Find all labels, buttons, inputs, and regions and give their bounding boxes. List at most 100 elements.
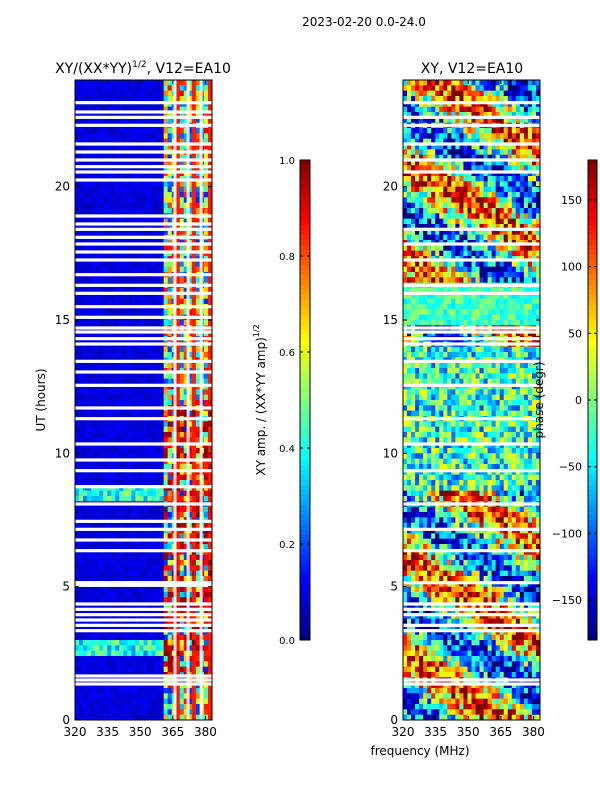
heatmap-cell	[183, 96, 189, 102]
heatmap-cell	[175, 453, 181, 460]
heatmap-cell	[163, 565, 169, 572]
heatmap-cell	[515, 96, 521, 102]
heatmap-cell	[163, 714, 169, 721]
heatmap-cell	[415, 117, 420, 124]
heatmap-cell	[207, 85, 213, 92]
heatmap-cell	[155, 544, 161, 550]
colorbar-step	[300, 425, 310, 431]
heatmap-cell	[91, 496, 96, 502]
heatmap-cell	[119, 586, 124, 593]
heatmap-cell	[515, 176, 521, 182]
heatmap-cell	[107, 352, 112, 358]
heatmap-cell	[107, 432, 112, 438]
heatmap-cell	[203, 218, 209, 225]
heatmap-cell	[135, 373, 140, 380]
heatmap-cell	[203, 197, 209, 204]
heatmap-cell	[123, 522, 128, 529]
heatmap-cell	[139, 378, 144, 385]
heatmap-cell	[435, 181, 440, 188]
heatmap-cell	[515, 85, 521, 92]
colorbar-step	[300, 490, 310, 496]
heatmap-cell	[151, 245, 156, 252]
amplitude-colorbar-gradient	[300, 160, 310, 641]
heatmap-cell	[155, 693, 161, 700]
heatmap-cell	[119, 570, 124, 577]
x-tick-label: 320	[64, 725, 87, 739]
heatmap-cell	[95, 128, 100, 134]
heatmap-cell	[183, 597, 189, 604]
heatmap-cell	[415, 138, 420, 145]
heatmap-cell	[135, 709, 140, 716]
heatmap-cell	[207, 197, 213, 204]
heatmap-cell	[175, 432, 181, 438]
heatmap-cell	[103, 597, 108, 604]
heatmap-cell	[523, 154, 529, 161]
data-gap-band	[75, 214, 212, 218]
heatmap-cell	[99, 346, 104, 353]
heatmap-cell	[103, 634, 108, 641]
heatmap-cell	[191, 421, 197, 428]
heatmap-cell	[143, 453, 148, 460]
heatmap-cell	[143, 266, 148, 273]
heatmap-cell	[471, 144, 476, 150]
heatmap-cell	[159, 352, 165, 358]
heatmap-cell	[123, 533, 128, 540]
heatmap-cell	[115, 128, 120, 134]
heatmap-cell	[111, 490, 116, 497]
heatmap-cell	[195, 245, 201, 252]
heatmap-cell	[95, 133, 100, 140]
heatmap-cell	[443, 96, 448, 102]
heatmap-cell	[195, 138, 201, 145]
heatmap-cell	[187, 645, 193, 652]
heatmap-cell	[179, 293, 185, 300]
heatmap-cell	[123, 410, 128, 417]
heatmap-cell	[83, 693, 88, 700]
heatmap-cell	[183, 277, 189, 284]
heatmap-cell	[83, 128, 88, 134]
heatmap-cell	[195, 192, 201, 198]
heatmap-cell	[147, 346, 152, 353]
heatmap-cell	[163, 709, 169, 716]
heatmap-cell	[455, 117, 460, 124]
heatmap-cell	[487, 85, 493, 92]
heatmap-cell	[135, 464, 140, 470]
heatmap-cell	[103, 437, 108, 444]
heatmap-cell	[119, 261, 124, 268]
heatmap-cell	[507, 181, 513, 188]
heatmap-cell	[147, 400, 152, 406]
heatmap-cell	[183, 661, 189, 668]
heatmap-cell	[127, 208, 132, 214]
heatmap-cell	[175, 266, 181, 273]
heatmap-cell	[119, 85, 124, 92]
heatmap-cell	[119, 181, 124, 188]
heatmap-cell	[143, 298, 148, 305]
heatmap-cell	[147, 192, 152, 198]
amplitude-plot-frame	[74, 79, 213, 721]
heatmap-cell	[183, 261, 189, 268]
colorbar-step	[300, 600, 310, 606]
heatmap-cell	[123, 293, 128, 300]
heatmap-cell	[479, 80, 484, 86]
figure-title: 2023-02-20 0.0-24.0	[302, 15, 426, 29]
heatmap-cell	[119, 474, 124, 481]
heatmap-cell	[123, 266, 128, 273]
heatmap-cell	[427, 186, 432, 193]
heatmap-cell	[191, 448, 197, 454]
heatmap-cell	[83, 112, 88, 118]
heatmap-cell	[131, 160, 136, 166]
heatmap-cell	[167, 421, 173, 428]
heatmap-cell	[79, 261, 84, 268]
heatmap-cell	[143, 576, 148, 582]
heatmap-cell	[123, 96, 128, 102]
heatmap-cell	[127, 261, 132, 268]
heatmap-cell	[159, 496, 165, 502]
heatmap-cell	[471, 181, 476, 188]
heatmap-cell	[191, 218, 197, 225]
heatmap-cell	[75, 362, 80, 369]
heatmap-cell	[163, 512, 169, 518]
data-gap-band	[75, 469, 212, 473]
heatmap-cell	[107, 245, 112, 252]
heatmap-cell	[123, 650, 128, 657]
heatmap-cell	[131, 448, 136, 454]
heatmap-cell	[447, 106, 452, 113]
